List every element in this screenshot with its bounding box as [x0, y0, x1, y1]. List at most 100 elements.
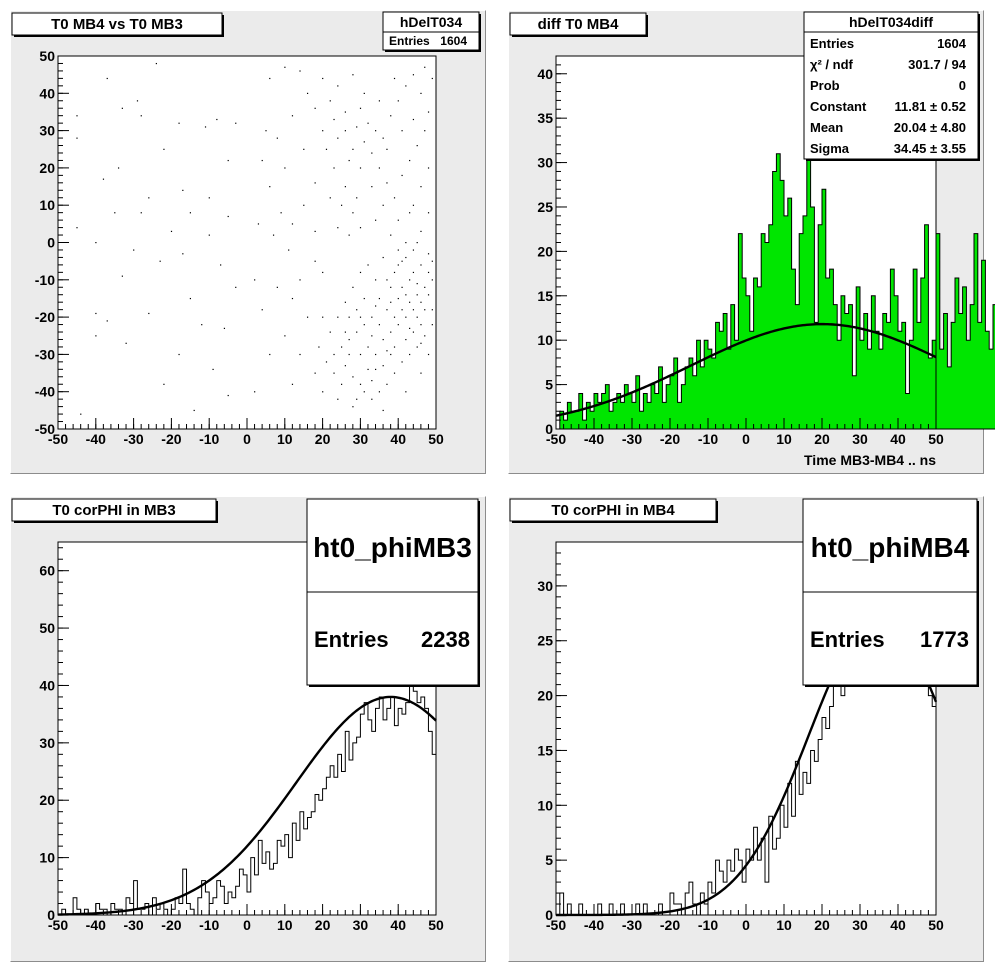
x-tick-label: -50: [546, 917, 566, 933]
data-point: [288, 249, 290, 251]
data-point: [416, 294, 418, 296]
data-point: [189, 212, 191, 214]
chart-title: T0 corPHI in MB4: [551, 502, 675, 519]
data-point: [269, 186, 271, 188]
data-point: [401, 361, 403, 363]
data-point: [405, 242, 407, 244]
title-box: [509, 498, 717, 522]
x-tick-label: 10: [776, 431, 792, 447]
data-point: [375, 368, 377, 371]
data-point: [80, 413, 82, 415]
y-tick-label: 10: [537, 332, 553, 348]
stats-label: Sigma: [810, 141, 850, 156]
data-point: [314, 230, 316, 233]
data-point: [344, 111, 346, 113]
data-point: [352, 376, 354, 378]
x-tick-label: 20: [315, 917, 331, 933]
y-tick-label: 40: [39, 85, 55, 101]
data-point: [420, 186, 422, 188]
data-point: [269, 353, 271, 356]
y-tick-label: 30: [39, 123, 55, 139]
data-point: [291, 223, 294, 225]
x-tick-label: 50: [428, 431, 444, 447]
x-tick-label: 40: [890, 431, 906, 447]
data-point: [416, 145, 418, 147]
data-point: [427, 253, 430, 255]
data-point: [401, 309, 403, 311]
data-point: [401, 286, 403, 288]
data-point: [341, 204, 343, 206]
data-point: [378, 297, 380, 300]
data-point: [409, 301, 411, 303]
y-tick-label: 5: [545, 377, 553, 393]
y-tick-label: 15: [537, 288, 553, 304]
data-point: [220, 264, 222, 266]
x-tick-label: -20: [161, 431, 181, 447]
data-point: [375, 130, 377, 132]
x-tick-label: 40: [390, 917, 406, 933]
x-tick-label: -30: [622, 431, 642, 447]
data-point: [114, 212, 116, 214]
data-point: [409, 159, 411, 162]
data-point: [352, 74, 354, 76]
x-tick-label: 40: [890, 917, 906, 933]
x-axis-label: Time MB3-MB4 .. ns: [804, 452, 936, 468]
data-point: [121, 107, 123, 109]
x-tick-label: 40: [390, 431, 406, 447]
data-point: [412, 331, 415, 333]
data-point: [193, 409, 195, 412]
y-tick-label: 20: [537, 243, 553, 259]
data-point: [155, 62, 157, 65]
data-point: [280, 212, 282, 214]
data-point: [322, 316, 324, 318]
data-point: [371, 380, 373, 382]
data-point: [363, 391, 365, 393]
data-point: [371, 316, 373, 318]
y-tick-label: 5: [545, 852, 553, 868]
y-tick-label: 10: [39, 197, 55, 213]
y-tick-label: 0: [47, 235, 55, 251]
y-tick-label: -50: [35, 421, 55, 437]
data-point: [427, 212, 430, 214]
data-point: [337, 398, 339, 400]
y-tick-label: 40: [537, 66, 553, 82]
data-point: [182, 253, 184, 255]
data-point: [420, 301, 422, 303]
data-point: [102, 178, 105, 180]
data-point: [405, 338, 407, 341]
data-point: [386, 309, 388, 311]
data-point: [261, 309, 263, 311]
data-point: [390, 234, 392, 236]
y-tick-label: 0: [545, 907, 553, 923]
data-point: [254, 279, 256, 281]
x-tick-label: 50: [928, 431, 944, 447]
data-point: [227, 215, 229, 218]
data-point: [378, 324, 380, 326]
data-point: [314, 107, 316, 109]
data-point: [367, 122, 369, 124]
data-point: [227, 159, 229, 162]
data-point: [431, 309, 433, 311]
data-point: [424, 66, 426, 68]
data-point: [382, 137, 384, 139]
data-point: [405, 294, 407, 296]
data-point: [284, 66, 286, 68]
stats-value: 2238: [421, 627, 470, 652]
data-point: [348, 316, 350, 318]
x-tick-label: 10: [277, 917, 293, 933]
stats-label: Constant: [810, 99, 867, 114]
data-point: [371, 398, 373, 400]
data-point: [409, 353, 411, 356]
data-point: [344, 331, 346, 333]
data-point: [397, 249, 399, 251]
data-point: [306, 316, 309, 318]
x-tick-label: -50: [546, 431, 566, 447]
x-tick-label: 50: [928, 917, 944, 933]
data-point: [382, 365, 384, 367]
data-point: [424, 335, 426, 337]
data-point: [386, 279, 388, 281]
data-point: [284, 335, 286, 337]
data-point: [363, 324, 365, 326]
data-point: [412, 271, 415, 274]
